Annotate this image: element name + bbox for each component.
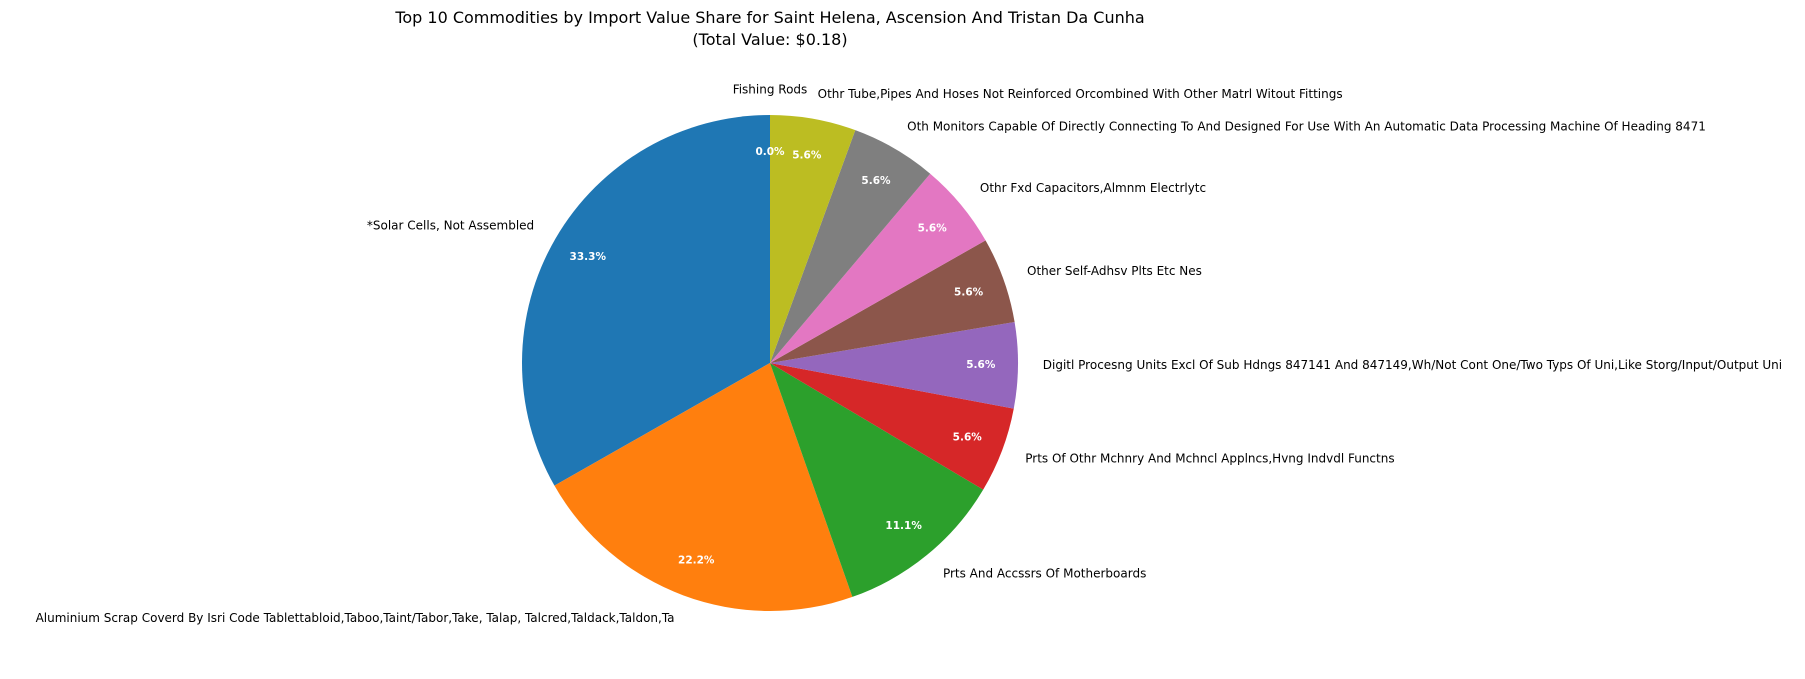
pie-slice <box>770 321 1018 409</box>
pie-percent-label: 5.6% <box>954 286 984 298</box>
pie-slice <box>554 363 853 611</box>
pie-slice <box>770 240 1015 363</box>
pie-slice <box>770 173 986 363</box>
pie-slice-label: Othr Tube,Pipes And Hoses Not Reinforced… <box>818 87 1343 101</box>
pie-slice-labels: Fishing Rods *Solar Cells, Not Assembled A… <box>36 83 1783 625</box>
chart-subtitle: (Total Value: $0.18) <box>692 30 847 49</box>
pie-slice <box>522 115 770 486</box>
pie-percent-label: 5.6% <box>953 431 983 443</box>
pie-percent-label: 5.6% <box>918 222 948 234</box>
pie-slices <box>522 115 1018 611</box>
pie-slice <box>770 363 984 597</box>
pie-slice-label: Prts And Accssrs Of Motherboards <box>943 566 1146 580</box>
chart-title: Top 10 Commodities by Import Value Share… <box>394 8 1144 27</box>
pie-percent-label: 22.2% <box>678 554 715 566</box>
pie-slice-label: Fishing Rods <box>733 83 808 97</box>
pie-slice-label: Digitl Procesng Units Excl Of Sub Hdngs … <box>1043 358 1782 372</box>
pie-slice <box>770 130 931 363</box>
pie-slice-label: Prts Of Othr Mchnry And Mchncl Applncs,H… <box>1025 452 1394 466</box>
pie-percent-label: 11.1% <box>885 520 922 532</box>
pie-percent-label: 5.6% <box>861 175 891 187</box>
pie-percent-label: 33.3% <box>570 251 607 263</box>
pie-slice-label: Other Self-Adhsv Plts Etc Nes <box>1027 264 1202 278</box>
pie-slice-label: *Solar Cells, Not Assembled <box>367 218 534 232</box>
pie-percent-label: 5.6% <box>966 359 996 371</box>
pie-percent-label: 0.0% <box>755 146 785 158</box>
pie-slice-label: Othr Fxd Capacitors,Almnm Electrlytc <box>980 181 1206 195</box>
pie-slice-label: Aluminium Scrap Coverd By Isri Code Tabl… <box>36 611 675 625</box>
pie-percent-label: 5.6% <box>792 149 822 161</box>
pie-slice <box>770 115 856 363</box>
pie-slice-label: Oth Monitors Capable Of Directly Connect… <box>907 120 1706 134</box>
pie-percent-labels: 0.0% 33.3% 22.2% 11.1% 5.6% 5.6% 5.6% 5.6% 5.6% 5… <box>570 146 996 566</box>
pie-slice <box>770 363 1014 490</box>
